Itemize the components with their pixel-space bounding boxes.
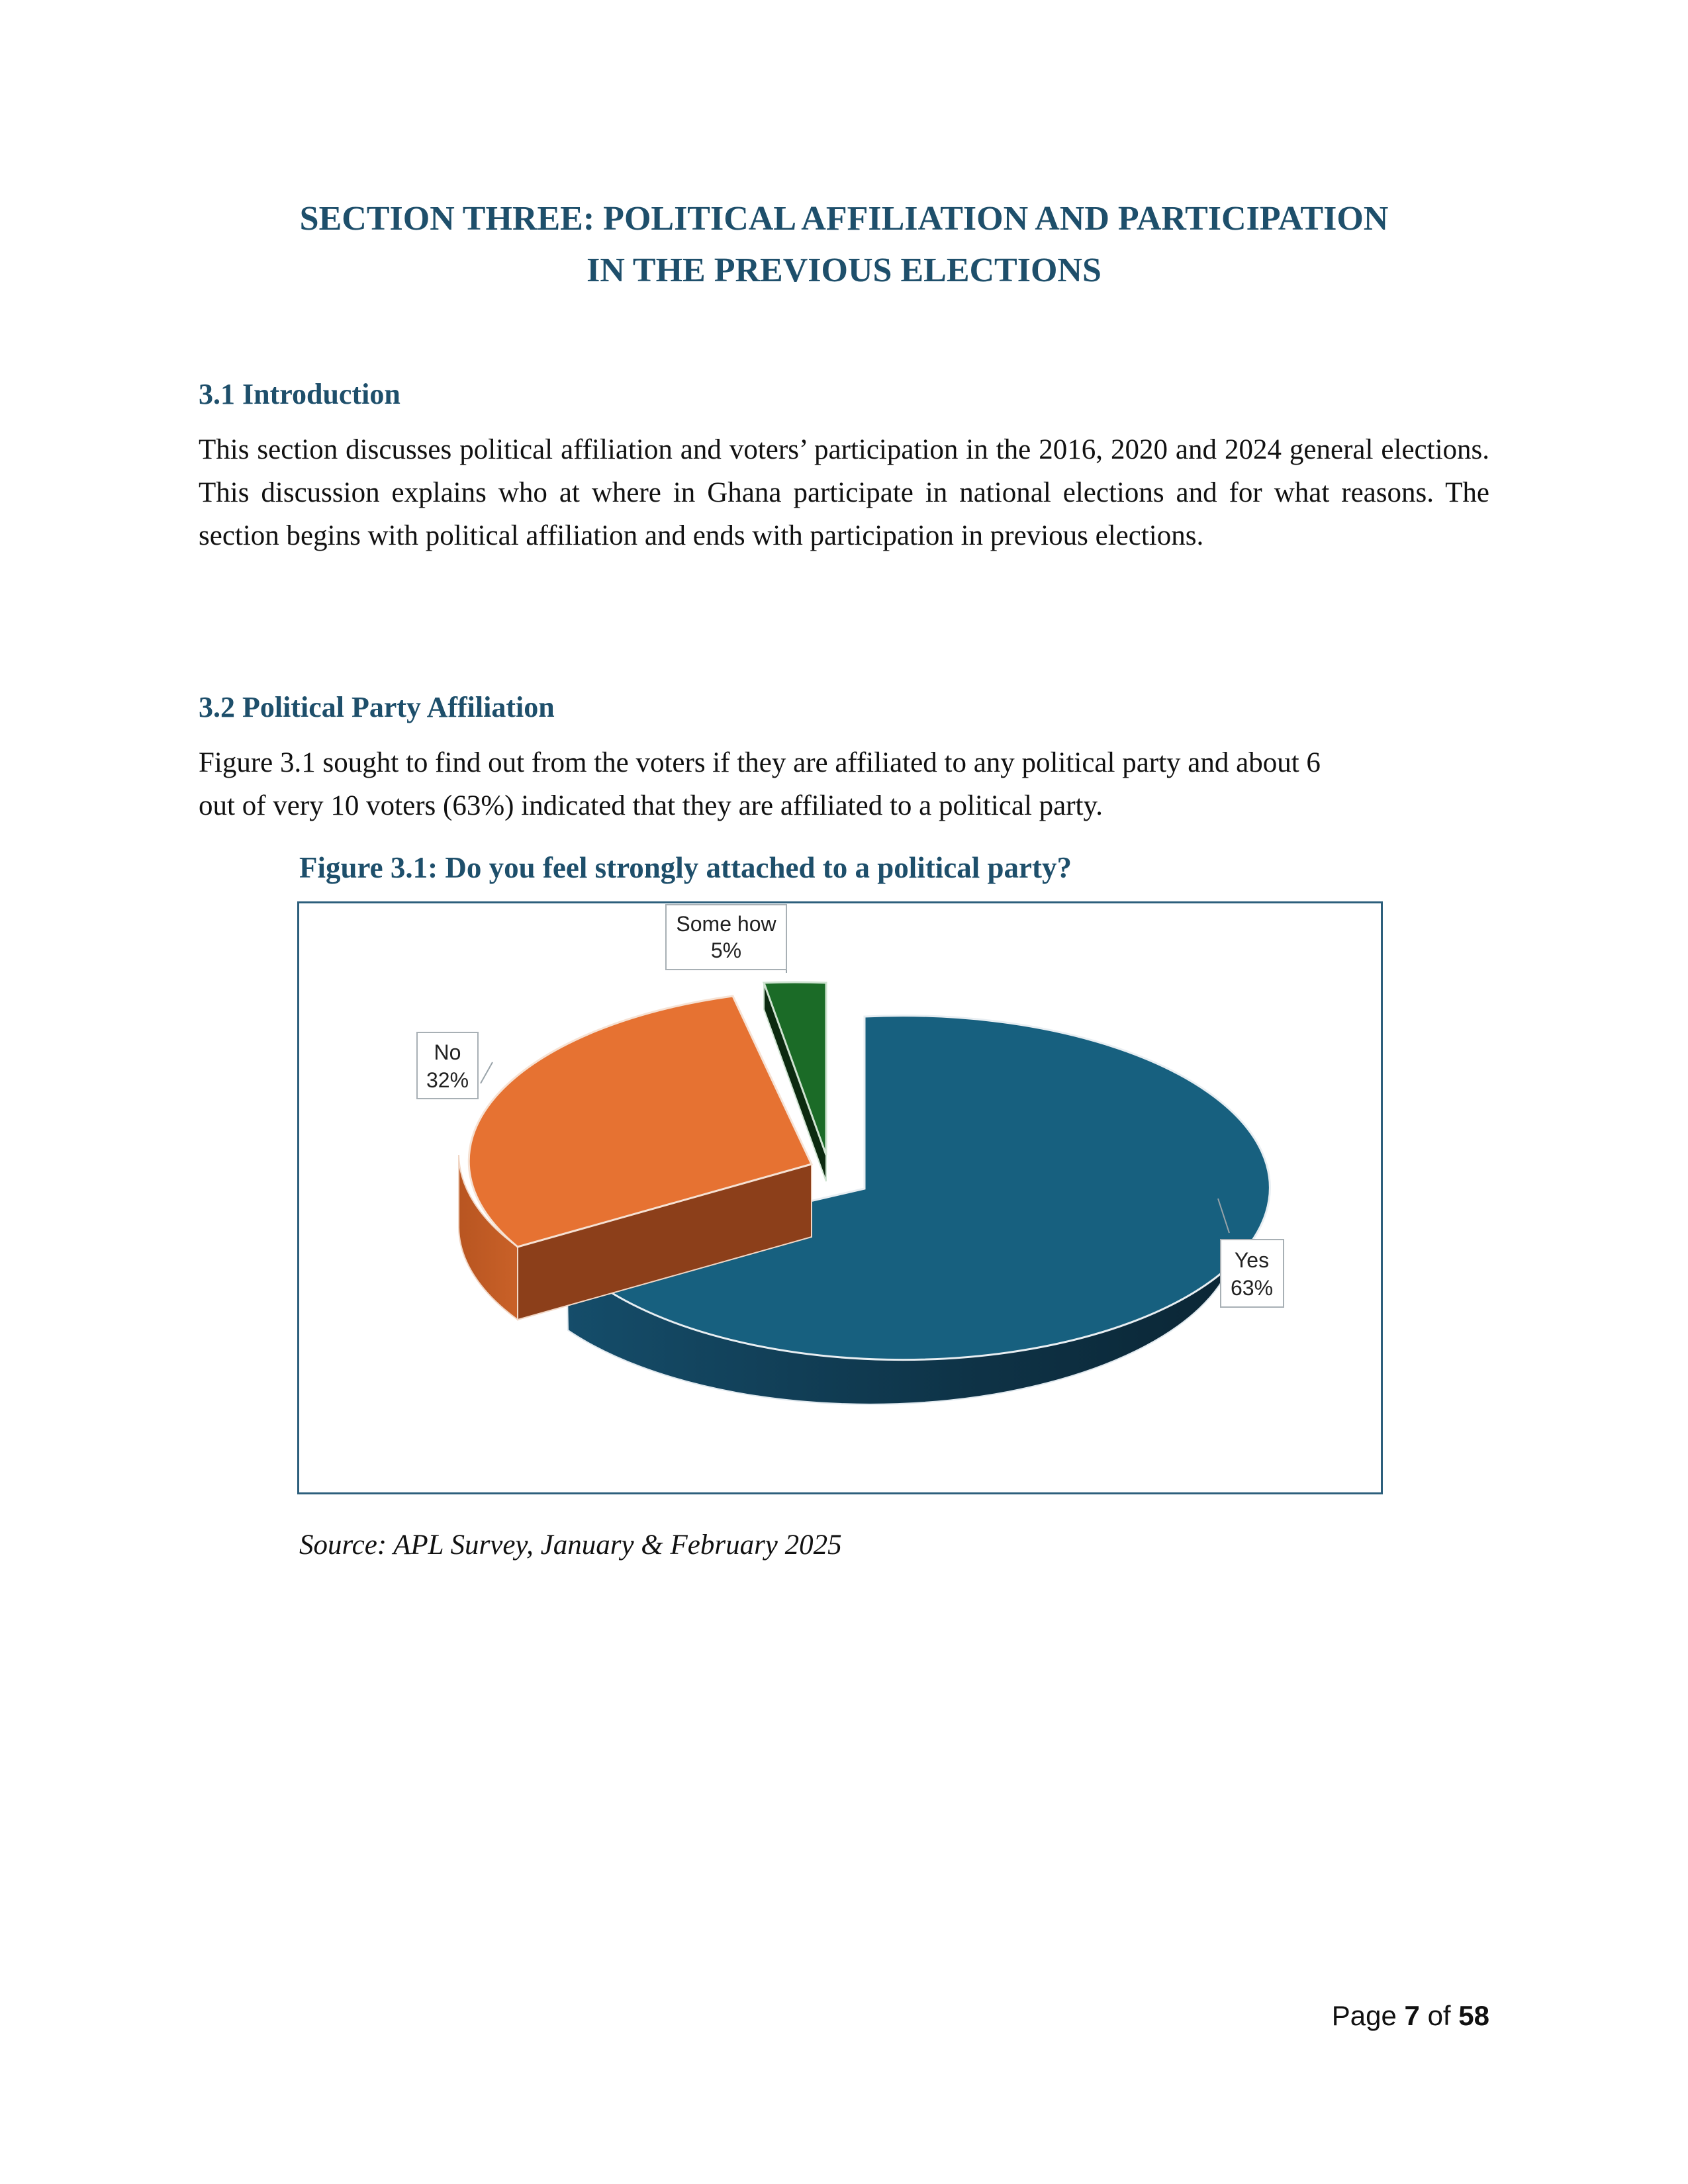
affiliation-line-2: out of very 10 voters (63%) indicated th… xyxy=(199,790,1103,821)
page-sep: of xyxy=(1419,2000,1459,2031)
leader-line-no xyxy=(480,1062,493,1084)
data-label-yes-name: Yes xyxy=(1235,1248,1269,1272)
data-label-yes: Yes 63% xyxy=(1220,1239,1284,1308)
data-label-somehow-value: 5% xyxy=(711,938,741,962)
data-label-no-value: 32% xyxy=(426,1068,469,1092)
section-title-line-2: IN THE PREVIOUS ELECTIONS xyxy=(586,251,1102,289)
section-title: SECTION THREE: POLITICAL AFFILIATION AND… xyxy=(199,193,1489,296)
section-title-line-1: SECTION THREE: POLITICAL AFFILIATION AND… xyxy=(299,200,1389,238)
affiliation-heading: 3.2 Political Party Affiliation xyxy=(199,691,555,723)
data-label-yes-value: 63% xyxy=(1231,1276,1273,1300)
intro-heading: 3.1 Introduction xyxy=(199,378,400,410)
data-label-somehow: Some how 5% xyxy=(665,904,787,970)
pie-slice-somehow xyxy=(762,981,827,1156)
pie-chart-frame: Some how 5% No 32% Yes 63% xyxy=(297,901,1383,1494)
page-number: Page 7 of 58 xyxy=(1332,2000,1489,2032)
data-label-no-name: No xyxy=(434,1040,461,1064)
data-label-somehow-name: Some how xyxy=(676,912,776,936)
page-current: 7 xyxy=(1404,2000,1420,2031)
leader-line-yes xyxy=(1217,1198,1230,1234)
pie-chart: Some how 5% No 32% Yes 63% xyxy=(416,904,1284,1405)
page-prefix: Page xyxy=(1331,2000,1405,2031)
figure-caption: Figure 3.1: Do you feel strongly attache… xyxy=(299,851,1072,884)
figure-source: Source: APL Survey, January & February 2… xyxy=(299,1529,842,1561)
affiliation-line-1: Figure 3.1 sought to find out from the v… xyxy=(199,747,1321,778)
pie-slice-no xyxy=(467,995,814,1248)
intro-paragraph: This section discusses political affilia… xyxy=(199,434,1489,551)
page-total: 58 xyxy=(1458,2000,1489,2031)
data-label-no: No 32% xyxy=(416,1032,479,1099)
